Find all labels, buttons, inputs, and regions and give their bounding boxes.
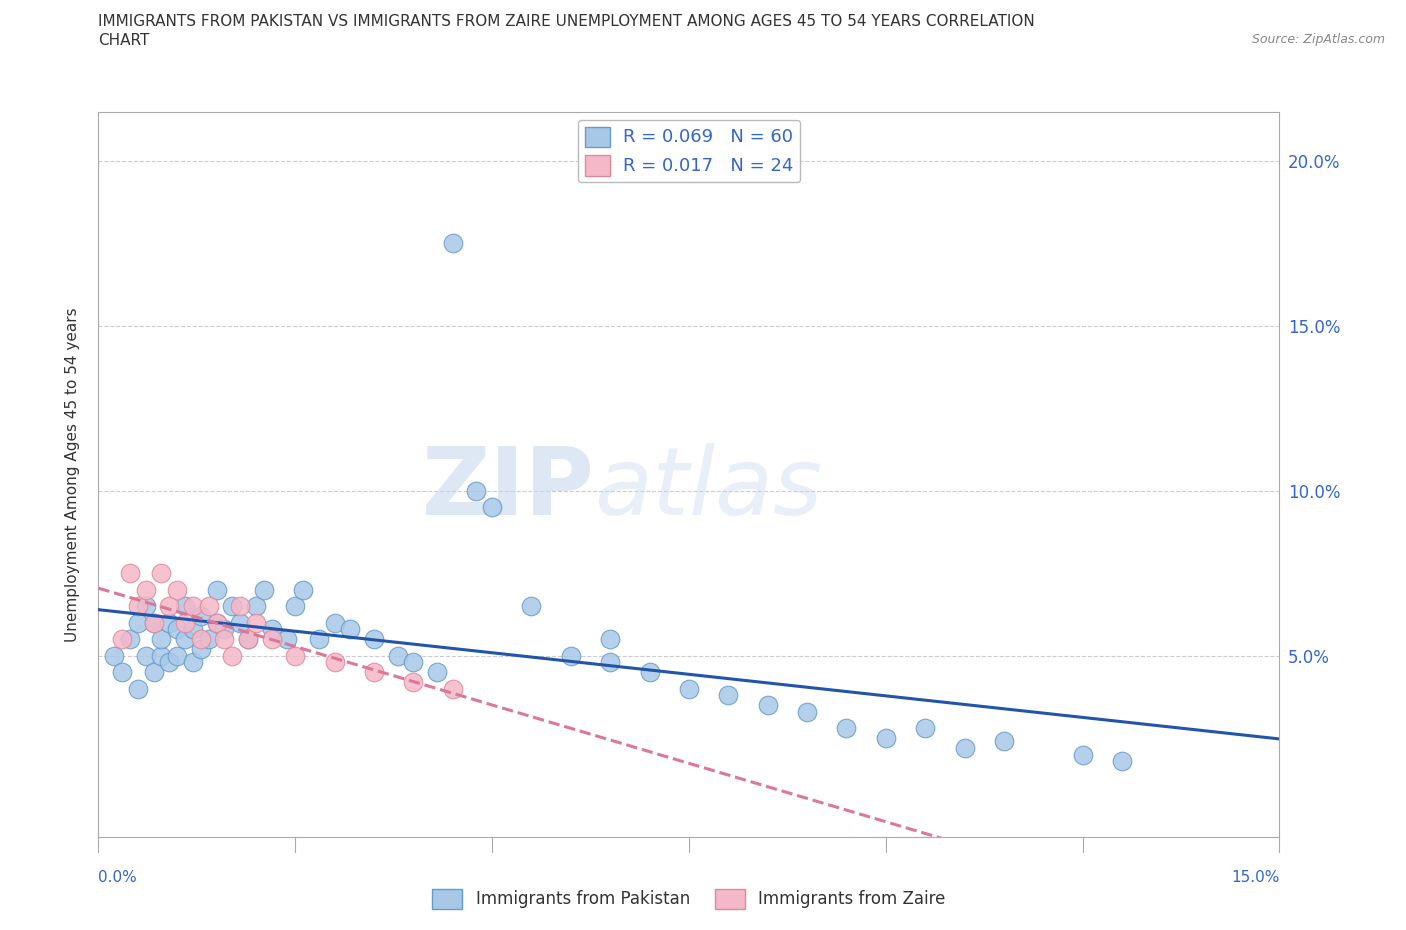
- Point: [157, 616, 180, 631]
- Point: [127, 681, 149, 696]
- Point: [560, 648, 582, 663]
- Point: [166, 622, 188, 637]
- Point: [135, 648, 157, 663]
- Point: [520, 599, 543, 614]
- Point: [190, 631, 212, 646]
- Point: [181, 655, 204, 670]
- Legend: R = 0.069   N = 60, R = 0.017   N = 24: R = 0.069 N = 60, R = 0.017 N = 24: [578, 120, 800, 182]
- Point: [276, 631, 298, 646]
- Point: [260, 622, 283, 637]
- Point: [253, 582, 276, 597]
- Point: [166, 648, 188, 663]
- Point: [363, 631, 385, 646]
- Point: [174, 599, 197, 614]
- Point: [245, 616, 267, 631]
- Point: [229, 599, 252, 614]
- Point: [599, 631, 621, 646]
- Text: Source: ZipAtlas.com: Source: ZipAtlas.com: [1251, 33, 1385, 46]
- Text: CHART: CHART: [98, 33, 150, 47]
- Point: [717, 688, 740, 703]
- Point: [599, 655, 621, 670]
- Point: [441, 236, 464, 251]
- Point: [103, 648, 125, 663]
- Point: [236, 631, 259, 646]
- Point: [197, 631, 219, 646]
- Point: [142, 665, 165, 680]
- Point: [339, 622, 361, 637]
- Point: [127, 599, 149, 614]
- Point: [157, 655, 180, 670]
- Point: [387, 648, 409, 663]
- Point: [993, 734, 1015, 749]
- Point: [157, 599, 180, 614]
- Point: [205, 616, 228, 631]
- Point: [181, 622, 204, 637]
- Y-axis label: Unemployment Among Ages 45 to 54 years: Unemployment Among Ages 45 to 54 years: [65, 307, 80, 642]
- Point: [111, 631, 134, 646]
- Point: [118, 565, 141, 580]
- Point: [181, 599, 204, 614]
- Point: [166, 582, 188, 597]
- Point: [229, 616, 252, 631]
- Point: [174, 616, 197, 631]
- Point: [796, 704, 818, 719]
- Point: [190, 608, 212, 623]
- Point: [914, 721, 936, 736]
- Point: [323, 655, 346, 670]
- Text: atlas: atlas: [595, 444, 823, 535]
- Point: [426, 665, 449, 680]
- Point: [221, 599, 243, 614]
- Point: [221, 648, 243, 663]
- Point: [135, 599, 157, 614]
- Point: [678, 681, 700, 696]
- Point: [465, 484, 488, 498]
- Text: 15.0%: 15.0%: [1232, 870, 1279, 884]
- Point: [142, 616, 165, 631]
- Point: [638, 665, 661, 680]
- Point: [308, 631, 330, 646]
- Point: [174, 631, 197, 646]
- Text: ZIP: ZIP: [422, 443, 595, 535]
- Text: IMMIGRANTS FROM PAKISTAN VS IMMIGRANTS FROM ZAIRE UNEMPLOYMENT AMONG AGES 45 TO : IMMIGRANTS FROM PAKISTAN VS IMMIGRANTS F…: [98, 14, 1035, 29]
- Point: [150, 631, 173, 646]
- Point: [323, 616, 346, 631]
- Point: [284, 648, 307, 663]
- Point: [111, 665, 134, 680]
- Point: [190, 642, 212, 657]
- Point: [292, 582, 315, 597]
- Point: [284, 599, 307, 614]
- Point: [236, 631, 259, 646]
- Point: [118, 631, 141, 646]
- Point: [214, 622, 236, 637]
- Point: [245, 599, 267, 614]
- Point: [953, 740, 976, 755]
- Point: [127, 616, 149, 631]
- Point: [260, 631, 283, 646]
- Point: [402, 655, 425, 670]
- Point: [481, 499, 503, 514]
- Point: [205, 616, 228, 631]
- Point: [1111, 753, 1133, 768]
- Point: [402, 674, 425, 689]
- Point: [150, 648, 173, 663]
- Point: [205, 582, 228, 597]
- Point: [441, 681, 464, 696]
- Point: [756, 698, 779, 712]
- Point: [835, 721, 858, 736]
- Point: [150, 565, 173, 580]
- Text: 0.0%: 0.0%: [98, 870, 138, 884]
- Point: [142, 616, 165, 631]
- Point: [363, 665, 385, 680]
- Point: [875, 731, 897, 746]
- Point: [214, 631, 236, 646]
- Point: [197, 599, 219, 614]
- Point: [135, 582, 157, 597]
- Point: [1071, 747, 1094, 762]
